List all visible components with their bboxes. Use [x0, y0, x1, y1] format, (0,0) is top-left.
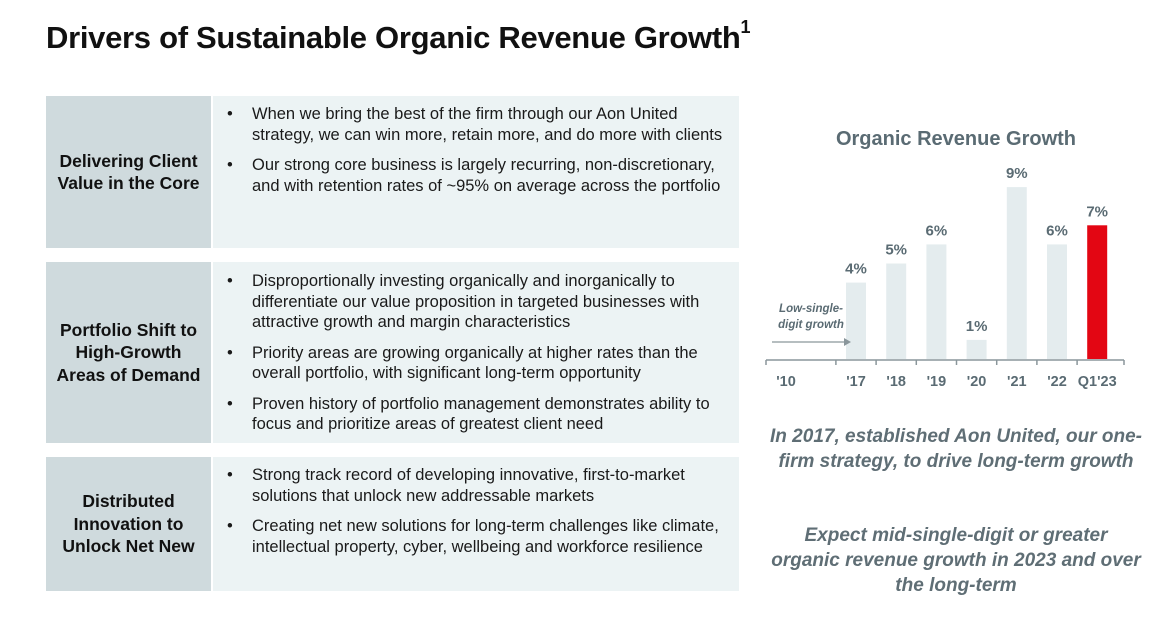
- bullet-item: • Creating net new solutions for long-ter…: [227, 516, 729, 557]
- bar-0: [846, 282, 866, 359]
- bullet-item: • Proven history of portfolio management …: [227, 394, 729, 435]
- driver-bullets: • Disproportionally investing organically…: [213, 262, 739, 443]
- data-label: 5%: [885, 242, 907, 259]
- bullet-text: Priority areas are growing organically a…: [252, 343, 698, 383]
- data-label: 6%: [1046, 222, 1068, 239]
- tick-label: Q1'23: [1078, 374, 1117, 390]
- bar-6: [1087, 225, 1108, 359]
- bar-2: [926, 244, 947, 359]
- data-label: 9%: [1006, 165, 1028, 182]
- page-title-text: Drivers of Sustainable Organic Revenue G…: [46, 20, 741, 55]
- bullet-item: • Priority areas are growing organically …: [227, 343, 729, 384]
- data-label: 6%: [926, 222, 948, 239]
- page-title: Drivers of Sustainable Organic Revenue G…: [46, 16, 751, 56]
- organic-growth-chart: 4% '17 5% '18 6% '19 1% '20 9% '21 6% '22 7% Q1'23 '10…: [765, 165, 1125, 390]
- bullet-dot: •: [227, 466, 233, 484]
- bullet-dot: •: [227, 517, 233, 535]
- annotation-text: Low-single-: [779, 303, 843, 315]
- data-label: 1%: [966, 318, 988, 335]
- bullet-item: • Strong track record of developing innov…: [227, 465, 729, 506]
- driver-row-innovation: Distributed Innovation to Unlock Net New…: [46, 457, 739, 591]
- bullet-text: Disproportionally investing organically …: [252, 272, 700, 331]
- bullet-dot: •: [227, 156, 233, 174]
- data-label: 7%: [1086, 203, 1108, 220]
- bullet-dot: •: [227, 272, 233, 290]
- takeaway-outlook: Expect mid-single-digit or greater organ…: [771, 525, 1141, 596]
- data-label: 4%: [845, 261, 867, 278]
- takeaway-aon-united: In 2017, established Aon United, our one…: [770, 426, 1142, 472]
- bullet-text: Our strong core business is largely recu…: [252, 156, 721, 195]
- tick-label: '17: [846, 374, 866, 390]
- driver-bullets: • Strong track record of developing innov…: [213, 457, 739, 591]
- bullet-item: • When we bring the best of the firm thro…: [227, 104, 729, 145]
- tick-label: '18: [886, 374, 906, 390]
- bar-3: [966, 339, 987, 359]
- bullet-dot: •: [227, 343, 233, 362]
- bullet-text: Proven history of portfolio management d…: [252, 394, 710, 434]
- bullet-text: Creating net new solutions for long-term…: [252, 517, 719, 556]
- tick-label: '21: [1007, 374, 1027, 390]
- bullet-dot: •: [227, 105, 233, 123]
- bullet-dot: •: [227, 394, 233, 413]
- chart-title: Organic Revenue Growth: [835, 128, 1077, 150]
- bar-5: [1047, 244, 1067, 359]
- start-tick-label: '10: [776, 374, 796, 390]
- driver-row-client-value: Delivering Client Value in the Core • Whe…: [46, 96, 739, 248]
- driver-row-portfolio-shift: Portfolio Shift to High-Growth Areas of …: [46, 262, 739, 443]
- bullet-text: When we bring the best of the firm throu…: [252, 105, 723, 144]
- tick-label: '19: [927, 374, 947, 390]
- bullet-item: • Disproportionally investing organically…: [227, 271, 729, 333]
- driver-label: Delivering Client Value in the Core: [46, 96, 211, 248]
- bar-4: [1006, 187, 1027, 359]
- bullet-text: Strong track record of developing innova…: [252, 466, 685, 505]
- title-footnote: 1: [740, 16, 751, 37]
- annotation-text: digit growth: [778, 319, 844, 331]
- driver-label: Distributed Innovation to Unlock Net New: [46, 457, 211, 591]
- driver-bullets: • When we bring the best of the firm thro…: [213, 96, 739, 248]
- bar-1: [886, 263, 907, 359]
- tick-label: '20: [967, 374, 987, 390]
- annotation-arrow-head: [844, 338, 851, 346]
- driver-label: Portfolio Shift to High-Growth Areas of …: [46, 262, 211, 443]
- tick-label: '22: [1047, 374, 1067, 390]
- bullet-item: • Our strong core business is largely rec…: [227, 155, 729, 196]
